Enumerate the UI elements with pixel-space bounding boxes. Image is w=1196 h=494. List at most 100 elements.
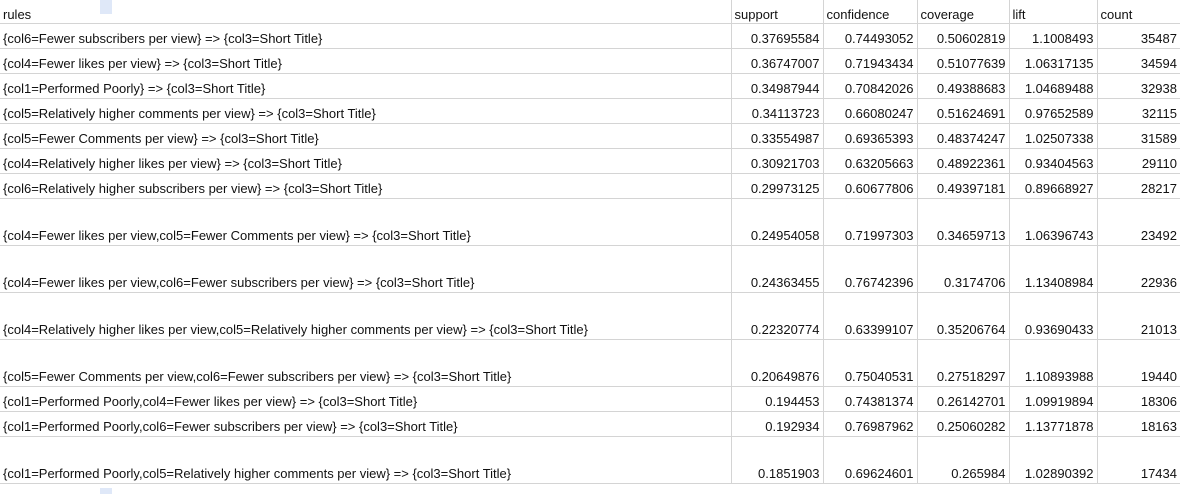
confidence-cell[interactable]: 0.74381374 [823, 386, 918, 412]
support-cell[interactable]: 0.1851903 [731, 436, 824, 484]
header-support[interactable]: support [731, 0, 824, 24]
header-coverage[interactable]: coverage [917, 0, 1010, 24]
count-cell[interactable]: 22936 [1097, 245, 1180, 293]
count-cell[interactable]: 18163 [1097, 411, 1180, 437]
lift-cell[interactable]: 1.10893988 [1009, 339, 1098, 387]
coverage-cell[interactable]: 0.25060282 [917, 411, 1010, 437]
rule-cell[interactable]: {col5=Fewer Comments per view} => {col3=… [0, 123, 732, 149]
coverage-cell[interactable]: 0.51624691 [917, 98, 1010, 124]
column-selection-marker [100, 0, 112, 14]
rule-cell[interactable]: {col1=Performed Poorly,col5=Relatively h… [0, 436, 732, 484]
confidence-cell[interactable]: 0.71943434 [823, 48, 918, 74]
coverage-cell[interactable]: 0.265984 [917, 436, 1010, 484]
support-cell[interactable]: 0.22320774 [731, 292, 824, 340]
header-count[interactable]: count [1097, 0, 1180, 24]
lift-cell[interactable]: 1.09919894 [1009, 386, 1098, 412]
confidence-cell[interactable]: 0.63399107 [823, 292, 918, 340]
count-cell[interactable]: 17434 [1097, 436, 1180, 484]
confidence-cell[interactable]: 0.60677806 [823, 173, 918, 199]
lift-cell[interactable]: 1.06396743 [1009, 198, 1098, 246]
rule-cell[interactable]: {col4=Fewer likes per view} => {col3=Sho… [0, 48, 732, 74]
lift-cell[interactable]: 1.1008493 [1009, 23, 1098, 49]
coverage-cell[interactable]: 0.26142701 [917, 386, 1010, 412]
coverage-cell[interactable]: 0.48922361 [917, 148, 1010, 174]
support-cell[interactable]: 0.37695584 [731, 23, 824, 49]
support-cell[interactable]: 0.192934 [731, 411, 824, 437]
table-row: {col5=Fewer Comments per view,col6=Fewer… [0, 339, 1180, 387]
count-cell[interactable]: 23492 [1097, 198, 1180, 246]
rule-cell[interactable]: {col6=Relatively higher subscribers per … [0, 173, 732, 199]
lift-cell[interactable]: 1.13408984 [1009, 245, 1098, 293]
coverage-cell[interactable]: 0.3174706 [917, 245, 1010, 293]
count-cell[interactable]: 35487 [1097, 23, 1180, 49]
table-row: {col4=Fewer likes per view} => {col3=Sho… [0, 48, 1180, 74]
count-cell[interactable]: 32938 [1097, 73, 1180, 99]
column-selection-marker-bottom [100, 488, 112, 494]
confidence-cell[interactable]: 0.66080247 [823, 98, 918, 124]
confidence-cell[interactable]: 0.69365393 [823, 123, 918, 149]
rule-cell[interactable]: {col1=Performed Poorly,col6=Fewer subscr… [0, 411, 732, 437]
coverage-cell[interactable]: 0.49397181 [917, 173, 1010, 199]
rule-cell[interactable]: {col4=Fewer likes per view,col5=Fewer Co… [0, 198, 732, 246]
coverage-cell[interactable]: 0.27518297 [917, 339, 1010, 387]
support-cell[interactable]: 0.30921703 [731, 148, 824, 174]
support-cell[interactable]: 0.34987944 [731, 73, 824, 99]
table-row: {col6=Fewer subscribers per view} => {co… [0, 23, 1180, 49]
confidence-cell[interactable]: 0.71997303 [823, 198, 918, 246]
count-cell[interactable]: 19440 [1097, 339, 1180, 387]
count-cell[interactable]: 21013 [1097, 292, 1180, 340]
rule-cell[interactable]: {col5=Relatively higher comments per vie… [0, 98, 732, 124]
count-cell[interactable]: 18306 [1097, 386, 1180, 412]
coverage-cell[interactable]: 0.49388683 [917, 73, 1010, 99]
rule-cell[interactable]: {col6=Fewer subscribers per view} => {co… [0, 23, 732, 49]
rule-cell[interactable]: {col1=Performed Poorly,col4=Fewer likes … [0, 386, 732, 412]
header-lift[interactable]: lift [1009, 0, 1098, 24]
coverage-cell[interactable]: 0.35206764 [917, 292, 1010, 340]
support-cell[interactable]: 0.34113723 [731, 98, 824, 124]
lift-cell[interactable]: 0.93404563 [1009, 148, 1098, 174]
confidence-cell[interactable]: 0.75040531 [823, 339, 918, 387]
count-cell[interactable]: 34594 [1097, 48, 1180, 74]
table-row: {col1=Performed Poorly,col6=Fewer subscr… [0, 411, 1180, 437]
confidence-cell[interactable]: 0.63205663 [823, 148, 918, 174]
lift-cell[interactable]: 1.06317135 [1009, 48, 1098, 74]
header-rules[interactable]: rules [0, 0, 732, 24]
lift-cell[interactable]: 0.93690433 [1009, 292, 1098, 340]
count-cell[interactable]: 31589 [1097, 123, 1180, 149]
count-cell[interactable]: 28217 [1097, 173, 1180, 199]
confidence-cell[interactable]: 0.74493052 [823, 23, 918, 49]
support-cell[interactable]: 0.33554987 [731, 123, 824, 149]
support-cell[interactable]: 0.36747007 [731, 48, 824, 74]
lift-cell[interactable]: 1.02507338 [1009, 123, 1098, 149]
header-confidence[interactable]: confidence [823, 0, 918, 24]
support-cell[interactable]: 0.29973125 [731, 173, 824, 199]
support-cell[interactable]: 0.24954058 [731, 198, 824, 246]
table-row: {col4=Fewer likes per view,col6=Fewer su… [0, 245, 1180, 293]
support-cell[interactable]: 0.20649876 [731, 339, 824, 387]
support-cell[interactable]: 0.24363455 [731, 245, 824, 293]
lift-cell[interactable]: 1.02890392 [1009, 436, 1098, 484]
confidence-cell[interactable]: 0.76987962 [823, 411, 918, 437]
rule-cell[interactable]: {col1=Performed Poorly} => {col3=Short T… [0, 73, 732, 99]
lift-cell[interactable]: 1.04689488 [1009, 73, 1098, 99]
rule-cell[interactable]: {col4=Relatively higher likes per view,c… [0, 292, 732, 340]
lift-cell[interactable]: 0.97652589 [1009, 98, 1098, 124]
coverage-cell[interactable]: 0.34659713 [917, 198, 1010, 246]
rule-cell[interactable]: {col4=Fewer likes per view,col6=Fewer su… [0, 245, 732, 293]
coverage-cell[interactable]: 0.50602819 [917, 23, 1010, 49]
coverage-cell[interactable]: 0.48374247 [917, 123, 1010, 149]
confidence-cell[interactable]: 0.69624601 [823, 436, 918, 484]
confidence-cell[interactable]: 0.76742396 [823, 245, 918, 293]
lift-cell[interactable]: 1.13771878 [1009, 411, 1098, 437]
lift-cell[interactable]: 0.89668927 [1009, 173, 1098, 199]
rule-cell[interactable]: {col5=Fewer Comments per view,col6=Fewer… [0, 339, 732, 387]
table-row: {col5=Relatively higher comments per vie… [0, 98, 1180, 124]
table-row: {col4=Fewer likes per view,col5=Fewer Co… [0, 198, 1180, 246]
support-cell[interactable]: 0.194453 [731, 386, 824, 412]
confidence-cell[interactable]: 0.70842026 [823, 73, 918, 99]
coverage-cell[interactable]: 0.51077639 [917, 48, 1010, 74]
count-cell[interactable]: 29110 [1097, 148, 1180, 174]
rule-cell[interactable]: {col4=Relatively higher likes per view} … [0, 148, 732, 174]
count-cell[interactable]: 32115 [1097, 98, 1180, 124]
